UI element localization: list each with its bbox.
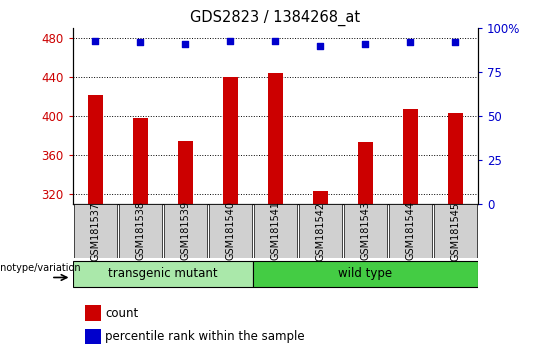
Bar <box>84 306 100 321</box>
Point <box>316 43 325 49</box>
Bar <box>132 118 149 354</box>
Text: GSM181539: GSM181539 <box>180 201 191 261</box>
FancyBboxPatch shape <box>74 204 117 258</box>
FancyBboxPatch shape <box>344 204 387 258</box>
Text: genotype/variation: genotype/variation <box>0 263 82 273</box>
Bar <box>448 113 463 354</box>
FancyBboxPatch shape <box>389 204 432 258</box>
FancyBboxPatch shape <box>299 204 342 258</box>
FancyBboxPatch shape <box>119 204 162 258</box>
FancyBboxPatch shape <box>254 204 297 258</box>
Point <box>451 40 460 45</box>
Text: count: count <box>105 307 138 320</box>
Text: wild type: wild type <box>339 268 393 280</box>
Point <box>226 38 235 44</box>
Point <box>271 38 280 44</box>
FancyBboxPatch shape <box>209 204 252 258</box>
Bar <box>178 141 193 354</box>
FancyBboxPatch shape <box>73 261 253 287</box>
Text: GSM181543: GSM181543 <box>360 201 370 261</box>
Text: percentile rank within the sample: percentile rank within the sample <box>105 330 305 343</box>
Text: GSM181541: GSM181541 <box>271 201 280 261</box>
Bar <box>222 77 238 354</box>
Text: transgenic mutant: transgenic mutant <box>108 268 218 280</box>
Text: GSM181545: GSM181545 <box>450 201 461 261</box>
Text: GSM181540: GSM181540 <box>225 201 235 261</box>
Bar <box>313 191 328 354</box>
Point <box>136 40 145 45</box>
Text: GSM181544: GSM181544 <box>406 201 415 261</box>
Point <box>181 41 190 47</box>
Text: GSM181537: GSM181537 <box>90 201 100 261</box>
FancyBboxPatch shape <box>164 204 207 258</box>
Text: GSM181542: GSM181542 <box>315 201 326 261</box>
Title: GDS2823 / 1384268_at: GDS2823 / 1384268_at <box>190 9 361 25</box>
FancyBboxPatch shape <box>434 204 477 258</box>
Bar <box>267 73 284 354</box>
FancyBboxPatch shape <box>253 261 478 287</box>
Bar <box>357 142 373 354</box>
Point <box>91 38 100 44</box>
Bar <box>402 109 418 354</box>
Point <box>406 40 415 45</box>
Bar <box>87 95 103 354</box>
Bar <box>84 329 100 344</box>
Point <box>361 41 370 47</box>
Text: GSM181538: GSM181538 <box>136 201 145 261</box>
